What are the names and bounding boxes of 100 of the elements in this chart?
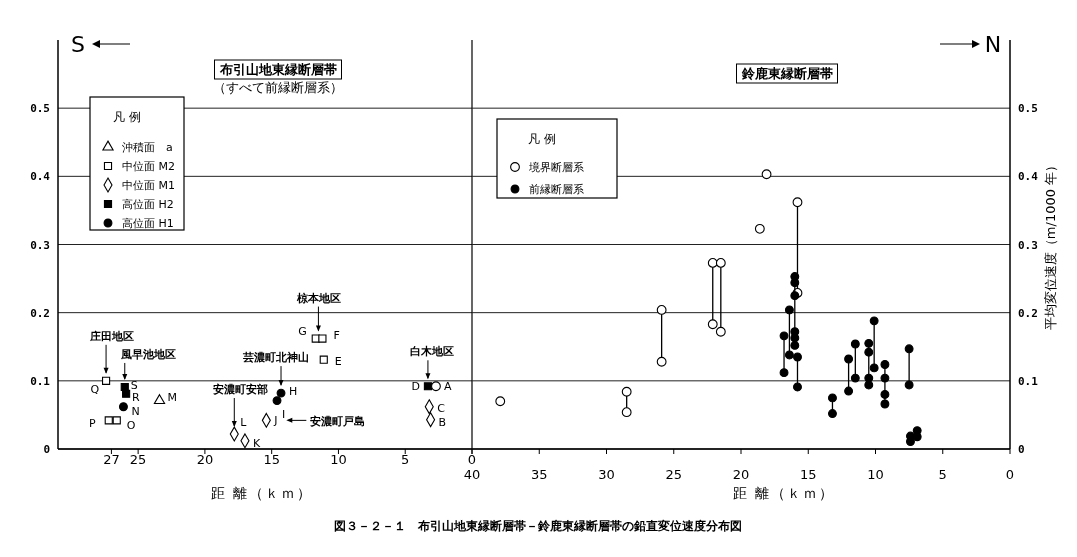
annotation: 芸濃町北神山 bbox=[242, 351, 310, 365]
point bbox=[850, 339, 860, 349]
y-tick-label: 0.5 bbox=[30, 102, 50, 116]
point bbox=[790, 278, 800, 288]
point bbox=[495, 396, 506, 407]
x-tick-label: 25 bbox=[129, 452, 147, 467]
point bbox=[790, 333, 800, 343]
y-tick-label: 0.3 bbox=[1018, 238, 1038, 252]
annotation: G bbox=[298, 324, 307, 338]
x-tick-label: 20 bbox=[732, 467, 750, 482]
point bbox=[101, 376, 111, 385]
annotation: A bbox=[443, 380, 452, 394]
x-tick-label: 15 bbox=[263, 452, 280, 467]
point bbox=[621, 407, 632, 418]
annotation: L bbox=[240, 416, 248, 429]
point bbox=[880, 399, 890, 409]
point bbox=[715, 257, 726, 268]
annotation: D bbox=[411, 380, 420, 394]
annotation: 安濃町安部 bbox=[212, 383, 268, 396]
legend-label: 中位面 M2 bbox=[122, 160, 175, 173]
point bbox=[828, 393, 837, 403]
point bbox=[880, 360, 890, 369]
annotation: M bbox=[167, 390, 177, 404]
annotation: I bbox=[282, 407, 286, 421]
point bbox=[793, 352, 802, 362]
x-tick-label: 35 bbox=[530, 467, 548, 482]
annotation: J bbox=[273, 414, 278, 428]
annotation: N bbox=[131, 404, 140, 418]
annotation: 白木地区 bbox=[409, 345, 454, 359]
annotation: F bbox=[333, 328, 340, 342]
annotation: S bbox=[71, 32, 85, 57]
annotation: O bbox=[126, 419, 136, 433]
x-tick-label: 15 bbox=[799, 467, 817, 482]
point bbox=[431, 381, 441, 392]
annotation: 庄田地区 bbox=[89, 329, 135, 343]
x-tick-label: 5 bbox=[938, 467, 947, 482]
point bbox=[319, 355, 328, 364]
annotation: C bbox=[437, 401, 446, 415]
x-tick-label: 25 bbox=[665, 467, 683, 482]
legend-label: 中位面 M1 bbox=[122, 179, 175, 192]
legend-label: 境界断層系 bbox=[528, 161, 584, 174]
point bbox=[906, 437, 915, 446]
x-axis-title: 距 離（ｋｍ） bbox=[210, 485, 314, 501]
point bbox=[715, 326, 726, 337]
point bbox=[850, 373, 860, 383]
point bbox=[869, 363, 879, 373]
y-tick-label: 0.2 bbox=[1018, 306, 1038, 320]
point bbox=[790, 340, 800, 350]
point bbox=[153, 394, 166, 405]
caption: 図３－２－１ 布引山地東縁断層帯－鈴鹿東縁断層帯の鉛直変位速度分布図 bbox=[334, 519, 742, 533]
y-tick-label: 0.1 bbox=[1018, 374, 1039, 388]
annotation: K bbox=[252, 436, 261, 450]
legend-label: 高位面 H1 bbox=[122, 217, 174, 230]
legend-label: 沖積面 a bbox=[122, 141, 173, 154]
point bbox=[784, 350, 794, 360]
y-tick-label: 0 bbox=[43, 443, 50, 456]
x-tick-label: 10 bbox=[330, 452, 347, 467]
point bbox=[761, 169, 772, 180]
annotation: N bbox=[984, 32, 1002, 57]
point bbox=[122, 389, 131, 398]
point bbox=[656, 356, 667, 367]
point bbox=[792, 197, 803, 208]
y-tick-label: 0.1 bbox=[30, 374, 51, 388]
annotation: B bbox=[438, 415, 447, 429]
point bbox=[276, 388, 286, 398]
point bbox=[784, 305, 794, 315]
legend-label: 高位面 H2 bbox=[122, 198, 174, 211]
point bbox=[869, 316, 879, 326]
point bbox=[864, 338, 874, 348]
x-tick-label: 0 bbox=[1005, 467, 1015, 482]
point bbox=[904, 344, 914, 354]
point bbox=[880, 390, 890, 399]
annotation: 風早池地区 bbox=[120, 347, 177, 361]
point bbox=[864, 347, 874, 357]
x-tick-label: 27 bbox=[103, 452, 120, 467]
point bbox=[118, 402, 128, 412]
legend-title: 凡 例 bbox=[528, 132, 556, 146]
x-tick-label: 30 bbox=[598, 467, 615, 482]
annotation: 安濃町戸島 bbox=[310, 415, 366, 429]
x-tick-label: 20 bbox=[196, 452, 214, 467]
y-tick-label: 0.3 bbox=[30, 238, 50, 252]
point bbox=[880, 373, 890, 383]
annotation: Q bbox=[90, 382, 100, 396]
y-tick-label: 0.2 bbox=[30, 306, 50, 320]
legend-label: 前縁断層系 bbox=[529, 183, 584, 196]
x-tick-label: 0 bbox=[467, 452, 477, 467]
point bbox=[656, 305, 667, 315]
point bbox=[707, 319, 718, 330]
x-tick-label: 5 bbox=[401, 452, 410, 467]
point bbox=[828, 409, 837, 418]
x-axis-title: 距 離（ｋｍ） bbox=[732, 485, 836, 501]
y-tick-label: 0.5 bbox=[1018, 102, 1038, 116]
text: 布引山地東縁断層帯 bbox=[218, 62, 337, 77]
point bbox=[754, 223, 765, 234]
text: 鈴鹿東縁断層帯 bbox=[740, 66, 833, 81]
point bbox=[112, 416, 121, 425]
point bbox=[864, 380, 874, 390]
annotation: R bbox=[132, 390, 141, 404]
annotation: P bbox=[89, 417, 97, 431]
point bbox=[104, 416, 113, 425]
